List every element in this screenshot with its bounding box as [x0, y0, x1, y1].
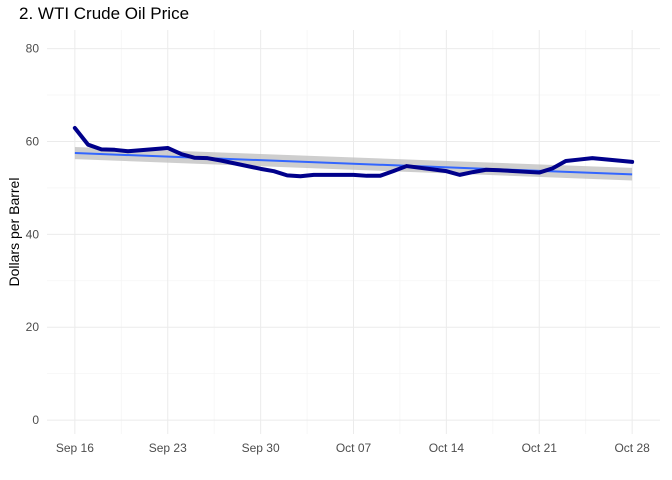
- price-line: [72, 125, 635, 179]
- chart-title: 2. WTI Crude Oil Price: [19, 4, 190, 23]
- y-tick-label: 60: [26, 134, 40, 148]
- x-tick-label: Oct 07: [336, 441, 372, 455]
- grid: [47, 30, 660, 434]
- y-axis-ticks: 0 20 40 60 80: [26, 42, 40, 427]
- price-line-layer: [72, 125, 635, 179]
- x-tick-label: Sep 16: [56, 441, 94, 455]
- x-tick-label: Oct 28: [614, 441, 650, 455]
- y-axis-title: Dollars per Barrel: [6, 178, 22, 287]
- y-tick-label: 40: [26, 227, 40, 241]
- x-tick-label: Oct 14: [429, 441, 465, 455]
- y-tick-label: 80: [26, 42, 40, 56]
- x-tick-label: Sep 30: [242, 441, 280, 455]
- x-tick-label: Oct 21: [522, 441, 558, 455]
- x-tick-label: Sep 23: [149, 441, 187, 455]
- y-tick-label: 20: [26, 320, 40, 334]
- x-axis-ticks: Sep 16 Sep 23 Sep 30 Oct 07 Oct 14 Oct 21 Oct …: [56, 441, 650, 455]
- y-tick-label: 0: [32, 413, 39, 427]
